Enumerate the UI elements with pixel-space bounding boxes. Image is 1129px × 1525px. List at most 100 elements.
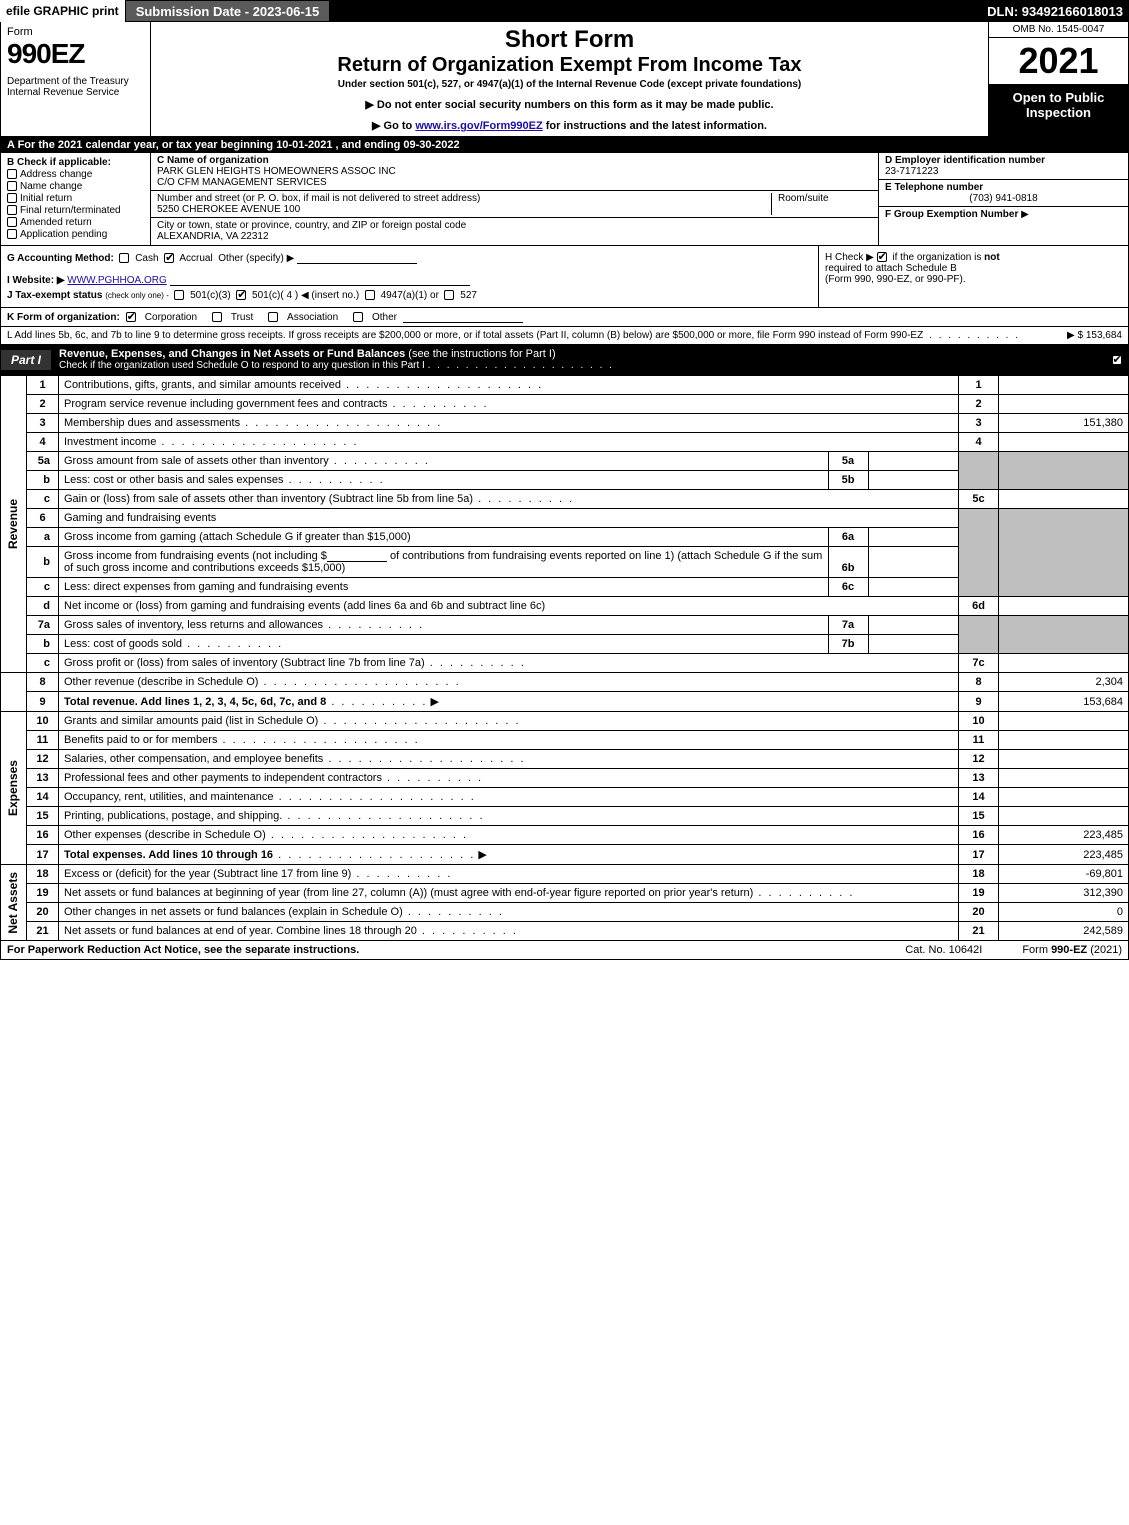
org-city: ALEXANDRIA, VA 22312 <box>157 231 872 242</box>
j-label: J Tax-exempt status <box>7 290 102 301</box>
f-arrow: ▶ <box>1021 209 1029 220</box>
l-value: ▶ $ 153,684 <box>1067 330 1122 341</box>
org-address: 5250 CHEROKEE AVENUE 100 <box>157 204 765 215</box>
revenue-table: Revenue 1Contributions, gifts, grants, a… <box>0 375 1129 941</box>
j-tax-exempt: J Tax-exempt status (check only one) - 5… <box>7 290 812 301</box>
goto-note: ▶ Go to www.irs.gov/Form990EZ for instru… <box>159 119 980 132</box>
footer: For Paperwork Reduction Act Notice, see … <box>0 941 1129 960</box>
val-21: 242,589 <box>999 922 1129 941</box>
chk-amended-return[interactable]: Amended return <box>7 217 144 228</box>
chk-schedule-o[interactable] <box>1112 355 1122 365</box>
room-label: Room/suite <box>778 193 872 204</box>
other-specify-blank[interactable] <box>297 252 417 264</box>
section-subtitle: Under section 501(c), 527, or 4947(a)(1)… <box>159 79 980 90</box>
h-text1: H Check ▶ <box>825 252 874 263</box>
top-bar: efile GRAPHIC print Submission Date - 20… <box>0 0 1129 22</box>
irs-label: Internal Revenue Service <box>7 87 144 98</box>
i-website: I Website: ▶ WWW.PGHHOA.ORG <box>7 274 812 286</box>
part-i-title: Revenue, Expenses, and Changes in Net As… <box>59 348 405 360</box>
row-k: K Form of organization: Corporation Trus… <box>0 308 1129 327</box>
efile-label[interactable]: efile GRAPHIC print <box>0 0 125 22</box>
k-label: K Form of organization: <box>7 312 120 323</box>
chk-501c[interactable] <box>236 290 246 300</box>
tax-year: 2021 <box>989 38 1128 84</box>
dept-treasury: Department of the Treasury <box>7 76 144 87</box>
city-label: City or town, state or province, country… <box>157 220 872 231</box>
d-ein-label: D Employer identification number <box>885 155 1122 166</box>
c-name-label: C Name of organization <box>157 155 269 166</box>
g-label: G Accounting Method: <box>7 253 114 264</box>
chk-corporation[interactable] <box>126 312 136 322</box>
g-accounting: G Accounting Method: Cash Accrual Other … <box>7 252 812 264</box>
i-label: I Website: ▶ <box>7 275 65 286</box>
goto-post: for instructions and the latest informat… <box>543 120 767 132</box>
col-c: C Name of organization PARK GLEN HEIGHTS… <box>151 153 878 245</box>
section-gh: G Accounting Method: Cash Accrual Other … <box>0 246 1129 308</box>
form-word: Form <box>7 26 144 38</box>
org-name-2: C/O CFM MANAGEMENT SERVICES <box>157 177 872 188</box>
val-3: 151,380 <box>999 414 1129 433</box>
netassets-vlabel: Net Assets <box>6 872 20 934</box>
revenue-vlabel: Revenue <box>6 499 20 549</box>
val-19: 312,390 <box>999 884 1129 903</box>
section-bcdef: B Check if applicable: Address change Na… <box>0 153 1129 246</box>
e-phone-label: E Telephone number <box>885 182 1122 193</box>
goto-pre: ▶ Go to <box>372 120 415 132</box>
chk-other-org[interactable] <box>353 312 363 322</box>
chk-final-return[interactable]: Final return/terminated <box>7 205 144 216</box>
org-name-1: PARK GLEN HEIGHTS HOMEOWNERS ASSOC INC <box>157 166 872 177</box>
val-9: 153,684 <box>999 692 1129 712</box>
website-link[interactable]: WWW.PGHHOA.ORG <box>67 275 166 286</box>
chk-accrual[interactable] <box>164 253 174 263</box>
chk-4947[interactable] <box>365 290 375 300</box>
chk-schedule-b[interactable] <box>877 252 887 262</box>
chk-initial-return[interactable]: Initial return <box>7 193 144 204</box>
h-box: H Check ▶ if the organization is not req… <box>818 246 1128 307</box>
val-17: 223,485 <box>999 845 1129 865</box>
short-form-title: Short Form <box>159 26 980 54</box>
val-8: 2,304 <box>999 673 1129 692</box>
part-i-label: Part I <box>1 350 51 370</box>
chk-address-change[interactable]: Address change <box>7 169 144 180</box>
chk-527[interactable] <box>444 290 454 300</box>
val-20: 0 <box>999 903 1129 922</box>
chk-association[interactable] <box>268 312 278 322</box>
row-l: L Add lines 5b, 6c, and 7b to line 9 to … <box>0 327 1129 345</box>
irs-link[interactable]: www.irs.gov/Form990EZ <box>415 120 542 132</box>
col-def: D Employer identification number 23-7171… <box>878 153 1128 245</box>
form-ref: Form 990-EZ (2021) <box>1022 944 1122 956</box>
chk-trust[interactable] <box>212 312 222 322</box>
l-text: L Add lines 5b, 6c, and 7b to line 9 to … <box>7 330 923 341</box>
cat-no: Cat. No. 10642I <box>865 944 1022 956</box>
part-i-sub: Check if the organization used Schedule … <box>59 360 1100 371</box>
paperwork-notice: For Paperwork Reduction Act Notice, see … <box>7 944 865 956</box>
part-i-bar: Part I Revenue, Expenses, and Changes in… <box>0 345 1129 375</box>
form-number: 990EZ <box>7 38 144 70</box>
h-text2: if the organization is <box>892 252 984 263</box>
h-text4: (Form 990, 990-EZ, or 990-PF). <box>825 274 966 285</box>
form-header: Form 990EZ Department of the Treasury In… <box>0 22 1129 137</box>
chk-501c3[interactable] <box>174 290 184 300</box>
chk-application-pending[interactable]: Application pending <box>7 229 144 240</box>
val-16: 223,485 <box>999 826 1129 845</box>
chk-name-change[interactable]: Name change <box>7 181 144 192</box>
chk-cash[interactable] <box>119 253 129 263</box>
e-phone-value: (703) 941-0818 <box>885 193 1122 204</box>
col-b: B Check if applicable: Address change Na… <box>1 153 151 245</box>
h-not: not <box>984 252 1000 263</box>
part-i-paren: (see the instructions for Part I) <box>408 348 555 360</box>
open-inspection: Open to Public Inspection <box>989 84 1128 136</box>
dln: DLN: 93492166018013 <box>981 0 1129 22</box>
submission-date: Submission Date - 2023-06-15 <box>125 0 331 22</box>
b-header: B Check if applicable: <box>7 157 144 168</box>
expenses-vlabel: Expenses <box>6 760 20 816</box>
omb-number: OMB No. 1545-0047 <box>989 22 1128 38</box>
row-a-taxyear: A For the 2021 calendar year, or tax yea… <box>0 137 1129 153</box>
return-title: Return of Organization Exempt From Incom… <box>159 54 980 77</box>
h-text3: required to attach Schedule B <box>825 263 957 274</box>
val-18: -69,801 <box>999 865 1129 884</box>
d-ein-value: 23-7171223 <box>885 166 1122 177</box>
f-group-label: F Group Exemption Number <box>885 209 1018 220</box>
ssn-note: ▶ Do not enter social security numbers o… <box>159 98 980 111</box>
addr-label: Number and street (or P. O. box, if mail… <box>157 193 765 204</box>
